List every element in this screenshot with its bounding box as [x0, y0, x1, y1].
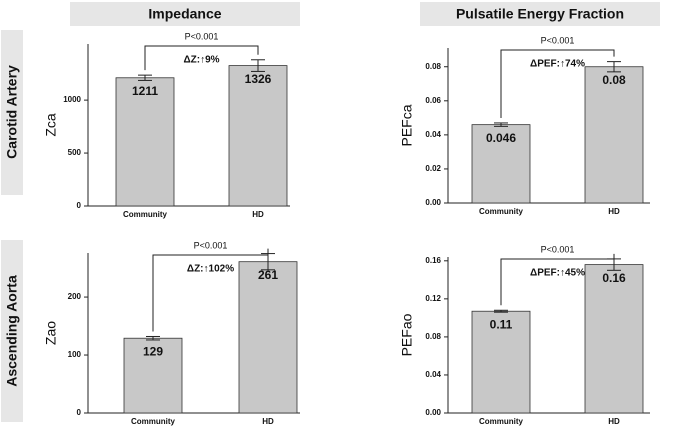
y-tick-label: 0.02 — [425, 164, 441, 173]
row-label: Carotid Artery — [4, 65, 20, 159]
delta-label: ΔPEF:↑45% — [530, 268, 585, 279]
value-label: 261 — [258, 268, 278, 282]
header-box — [70, 2, 300, 26]
column-header: Pulsatile Energy Fraction — [456, 6, 624, 22]
p-value: P<0.001 — [541, 244, 575, 254]
y-tick-label: 0 — [77, 201, 82, 210]
x-tick-label: Community — [479, 207, 524, 216]
y-tick-label: 0.08 — [425, 332, 441, 341]
value-label: 1326 — [245, 72, 272, 86]
header-box — [420, 2, 660, 26]
row-label: Ascending Aorta — [4, 275, 20, 387]
bar — [115, 77, 175, 207]
y-axis-label: PEFca — [399, 104, 415, 146]
delta-label: ΔZ:↑9% — [183, 55, 219, 66]
x-tick-label: Community — [479, 417, 524, 426]
significance-bracket — [144, 45, 259, 71]
significance-bracket — [500, 49, 615, 118]
x-tick-label: Community — [131, 417, 176, 426]
y-tick-label: 1000 — [63, 95, 81, 104]
y-tick-label: 0.00 — [425, 198, 441, 207]
value-label: 0.16 — [602, 271, 626, 285]
x-tick-label: HD — [608, 417, 620, 426]
y-axis-label: Zao — [43, 321, 59, 345]
p-value: P<0.001 — [194, 240, 228, 250]
value-label: 0.11 — [490, 317, 513, 331]
x-tick-label: HD — [262, 417, 274, 426]
y-tick-label: 200 — [68, 292, 82, 301]
y-tick-label: 0.12 — [425, 294, 441, 303]
row-box — [1, 240, 23, 422]
y-tick-label: 500 — [68, 148, 82, 157]
y-tick-label: 0.16 — [425, 256, 441, 265]
y-tick-label: 0.08 — [425, 62, 441, 71]
value-label: 0.046 — [486, 131, 516, 145]
y-axis-label: Zca — [43, 113, 59, 137]
bar — [228, 65, 288, 207]
delta-label: ΔPEF:↑74% — [530, 59, 585, 70]
y-tick-label: 0.06 — [425, 96, 441, 105]
significance-bracket — [500, 253, 615, 306]
y-tick-label: 100 — [68, 350, 82, 359]
value-label: 1211 — [132, 84, 158, 98]
x-tick-label: Community — [123, 210, 168, 219]
value-label: 129 — [143, 344, 163, 358]
y-tick-label: 0 — [77, 408, 82, 417]
y-tick-label: 0.00 — [425, 408, 441, 417]
x-tick-label: HD — [608, 207, 620, 216]
column-header: Impedance — [148, 6, 221, 22]
value-label: 0.08 — [602, 73, 626, 87]
bar — [123, 337, 183, 414]
x-tick-label: HD — [252, 210, 264, 219]
bar — [584, 264, 644, 414]
p-value: P<0.001 — [185, 31, 219, 41]
bar — [584, 66, 644, 204]
delta-label: ΔZ:↑102% — [187, 264, 234, 275]
y-tick-label: 0.04 — [425, 370, 441, 379]
y-tick-label: 0.04 — [425, 130, 441, 139]
p-value: P<0.001 — [541, 35, 575, 45]
significance-bracket — [152, 248, 269, 332]
row-box — [1, 30, 23, 195]
bar — [238, 261, 298, 414]
y-axis-label: PEFao — [399, 313, 415, 356]
